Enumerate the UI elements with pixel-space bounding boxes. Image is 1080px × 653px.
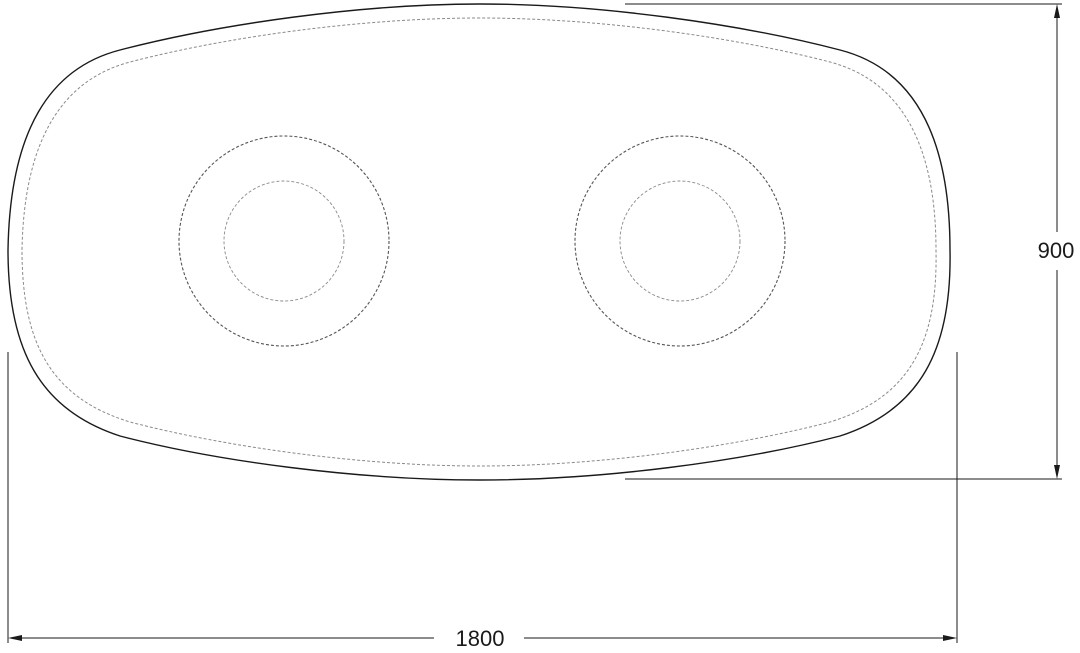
left-jet-inner-ring	[223, 180, 345, 302]
right-jet-inner-ring	[619, 180, 741, 302]
tub-inner-basin-outline	[21, 17, 937, 467]
left-jet-outer-ring	[178, 135, 390, 347]
right-jet-outer-ring	[574, 135, 786, 347]
tub-outer-outline	[7, 3, 951, 481]
width-arrow-right	[943, 635, 957, 641]
height-arrow-bottom	[1054, 465, 1060, 479]
height-arrow-top	[1054, 4, 1060, 18]
width-arrow-left	[8, 635, 22, 641]
width-dimension-label: 1800	[456, 626, 505, 651]
height-dimension-label: 900	[1038, 238, 1075, 263]
